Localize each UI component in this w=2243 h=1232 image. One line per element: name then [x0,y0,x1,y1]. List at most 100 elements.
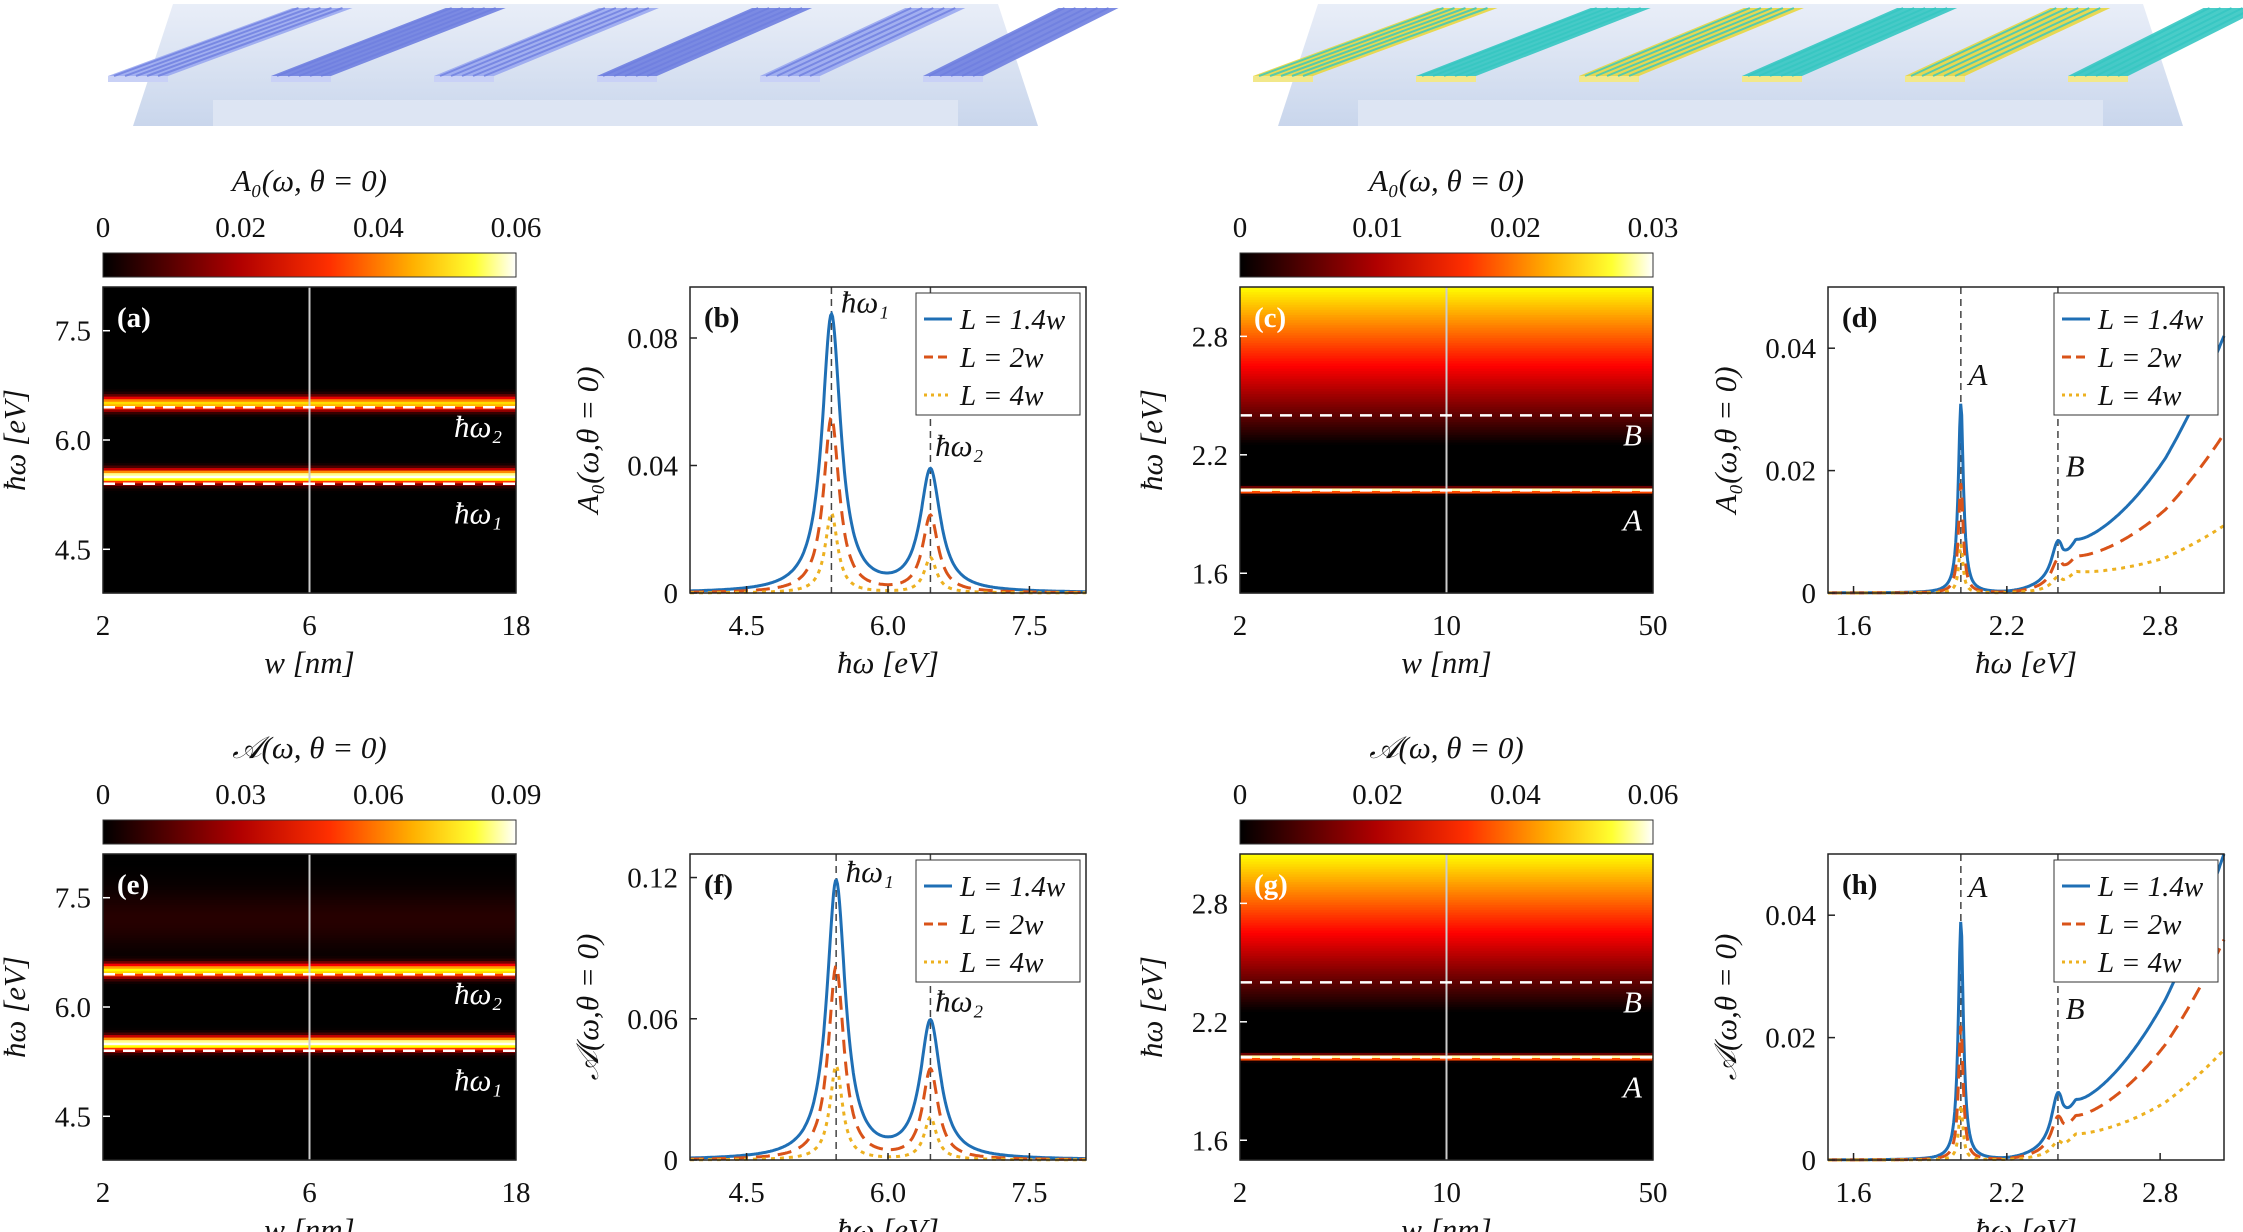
panel-label: (c) [1254,302,1286,334]
colorbar-tick: 0.06 [353,779,404,811]
peak-annotation: ħω₁ [846,854,894,889]
y-tick-label: 0.06 [627,1004,678,1036]
x-tick-label: 10 [1432,610,1461,642]
colorbar-cb-e: 𝒜(ω, θ = 0) 0 0.03 0.06 0.09 [96,730,542,845]
level-label: A [1621,502,1643,537]
series-line [690,310,1086,594]
y-tick-label: 2.2 [1192,440,1228,472]
y-axis-label: 𝒜(ω,θ = 0) [570,934,605,1081]
x-tick-label: 4.5 [728,610,764,642]
legend-entry: L = 1.4w [959,304,1066,336]
x-axis-label: w [nm] [1401,1212,1491,1232]
colorbar-title: 𝒜(ω, θ = 0) [1369,730,1524,765]
level-label: ħω₁ [454,496,502,531]
legend-entry: L = 1.4w [2097,304,2204,336]
legend-entry: L = 2w [2097,342,2182,374]
panel-b: ħω₁ ħω₂ (b) L = 1.4w L = 2w L = 4w 4.5 6.0 7.5 0 0… [570,285,1087,680]
y-axis-label: 𝒜(ω,θ = 0) [1708,934,1743,1081]
colorbar-title: 𝒜(ω, θ = 0) [232,730,387,765]
x-axis-label: w [nm] [264,1212,354,1232]
substrate-slab [133,4,1038,126]
level-label: B [1623,984,1642,1019]
colorbar-cb-a: A₀(ω, θ = 0) 0 0.02 0.04 0.06 [96,163,542,278]
level-label: ħω₁ [454,1063,502,1098]
legend-box [2053,859,2219,983]
x-tick-label: 50 [1639,1177,1668,1209]
plot-frame [1239,853,1654,1161]
colorbar-gradient [102,252,517,278]
y-tick-label: 1.6 [1192,558,1228,590]
x-tick-label: 2 [1233,610,1248,642]
series-line [1828,432,2226,595]
y-axis-label: ħω [eV] [0,956,32,1058]
x-tick-label: 2 [96,610,111,642]
colorbar-tick: 0 [96,212,111,244]
ribbon [1416,7,1651,82]
panel-e: ħω₁ ħω₂ (e) 2 6 18 4.5 6.0 7.5 ħω [eV] w [nm] [0,853,531,1232]
colorbar-tick: 0.06 [491,212,542,244]
y-tick-label: 2.2 [1192,1007,1228,1039]
colorbar-tick: 0.04 [353,212,404,244]
ribbon [108,7,353,82]
colorbar-tick: 0.03 [215,779,266,811]
panel-label: (h) [1842,869,1877,901]
y-tick-label: 4.5 [55,1101,91,1133]
series-line [1828,938,2226,1162]
y-tick-label: 0.08 [627,323,678,355]
panel-f: ħω₁ ħω₂ (f) L = 1.4w L = 2w L = 4w 4.5 6.0 7.5 0 0… [570,853,1087,1232]
level-label: A [1621,1069,1643,1104]
plot-frame [1239,286,1654,594]
y-tick-label: 0.02 [1765,1023,1816,1055]
panel-h: A B (h) L = 1.4w L = 2w L = 4w 1.6 2.2 2.8 0 0.02 0… [1708,853,2226,1232]
legend-entry: L = 4w [959,380,1044,412]
ribbon [1742,7,1958,82]
colorbar-tick: 0 [1233,779,1248,811]
legend-entry: L = 2w [959,909,1044,941]
legend-entry: L = 4w [2097,380,2182,412]
colorbar-tick: 0.06 [1628,779,1679,811]
x-tick-label: 50 [1639,610,1668,642]
y-axis-label: ħω [eV] [0,389,32,491]
ribbon [2068,7,2243,82]
y-tick-label: 2.8 [1192,321,1228,353]
illustration-right [1253,4,2243,126]
colorbar-gradient [102,819,517,845]
panel-c: A B (c) 2 10 50 1.6 2.2 2.8 ħω [eV] w [nm] [1134,286,1668,680]
y-tick-label: 2.8 [1192,888,1228,920]
x-tick-label: 6 [302,1177,317,1209]
peak-annotation: A [1967,357,1989,392]
x-tick-label: 18 [502,610,531,642]
y-tick-label: 4.5 [55,534,91,566]
panel-label: (a) [117,302,151,334]
plot-frame [1827,286,2225,594]
y-tick-label: 0.12 [627,863,678,895]
colorbar-cb-g: 𝒜(ω, θ = 0) 0 0.02 0.04 0.06 [1233,730,1679,845]
substrate-base [213,100,958,126]
substrate-base [1358,100,2103,126]
colorbar-cb-c: A₀(ω, θ = 0) 0 0.01 0.02 0.03 [1233,163,1678,278]
y-tick-label: 0 [664,1145,679,1177]
legend: L = 1.4w L = 2w L = 4w [915,292,1081,416]
y-tick-label: 6.0 [55,992,91,1024]
x-axis-label: ħω [eV] [1975,1212,2077,1232]
colorbar-tick: 0.01 [1352,212,1403,244]
peak-annotation: A [1967,869,1989,904]
ribbon [271,7,506,82]
legend-entry: L = 4w [959,947,1044,979]
y-tick-label: 0 [1802,578,1817,610]
panel-label: (f) [704,869,733,901]
y-tick-label: 0.04 [627,451,678,483]
colorbar-tick: 0.02 [1352,779,1403,811]
panel-label: (d) [1842,302,1877,334]
ribbon [1579,7,1804,82]
illustration-left [108,4,1119,126]
y-axis-label: ħω [eV] [1134,389,1169,491]
panel-label: (b) [704,302,739,334]
colorbar-tick: 0 [96,779,111,811]
x-axis-label: ħω [eV] [1975,645,2077,680]
colorbar-tick: 0 [1233,212,1248,244]
x-tick-label: 2 [1233,1177,1248,1209]
level-label: ħω₂ [454,976,502,1011]
colorbar-tick: 0.09 [491,779,542,811]
